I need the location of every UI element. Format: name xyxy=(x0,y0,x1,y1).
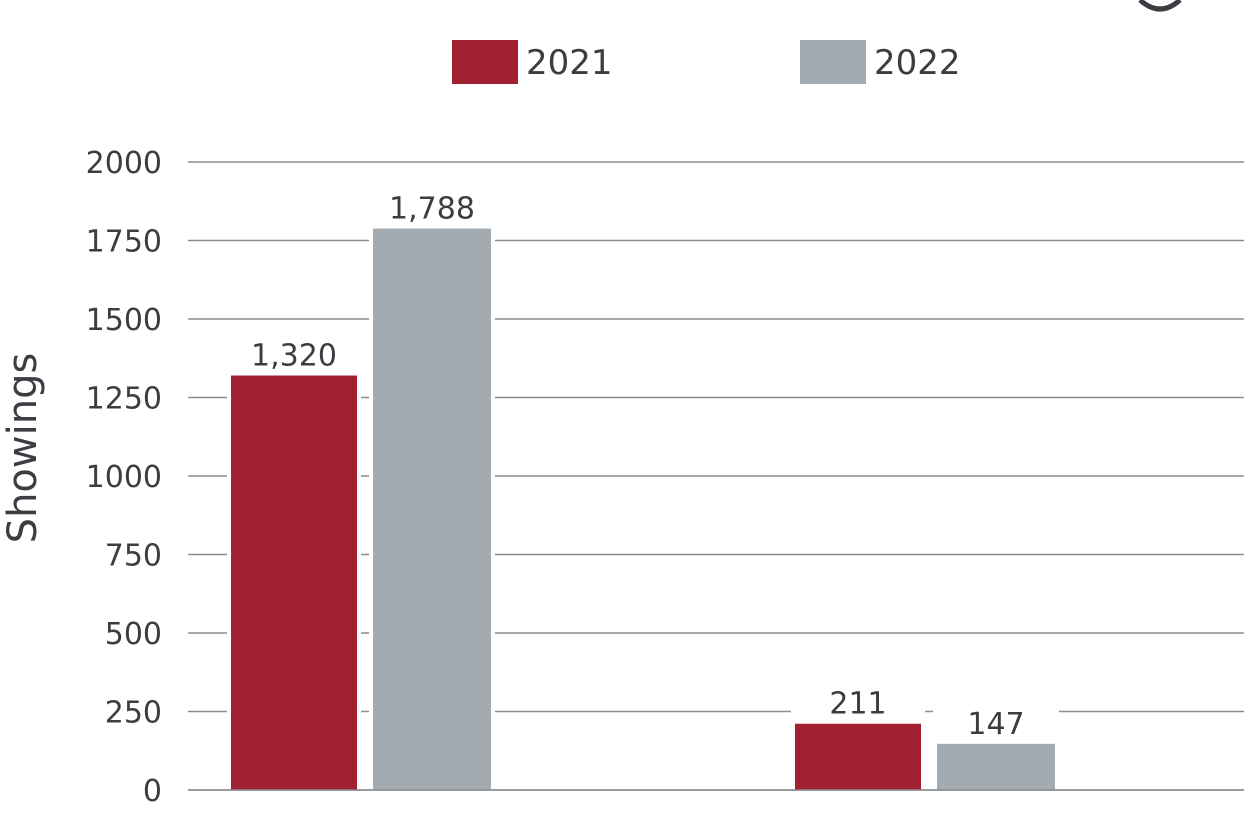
y-axis-title: Showings xyxy=(0,353,46,544)
chart-title-fragment xyxy=(1138,0,1182,12)
bars xyxy=(188,190,1244,791)
y-tick-label-500: 500 xyxy=(105,617,162,652)
gridlines xyxy=(188,161,1244,791)
y-tick-label-1000: 1000 xyxy=(86,460,162,495)
data-labels: 1,320 1,788 211 147 xyxy=(251,192,1025,742)
title-cropped-glyph xyxy=(1138,0,1182,12)
legend-swatch-2022 xyxy=(800,40,866,84)
bar-2022-1 xyxy=(937,743,1055,790)
data-label-2021-0: 1,320 xyxy=(251,339,337,374)
bar-2021-0 xyxy=(231,375,357,790)
y-axis-ticks: 0 250 500 750 1000 1250 1500 1750 2000 xyxy=(86,146,162,809)
y-tick-label-750: 750 xyxy=(105,539,162,574)
legend-label-2022: 2022 xyxy=(874,43,961,83)
bar-2022-0 xyxy=(373,228,491,790)
legend-swatch-2021 xyxy=(452,40,518,84)
legend: 2021 2022 xyxy=(452,40,961,84)
data-label-2021-1: 211 xyxy=(829,687,886,722)
y-tick-label-2000: 2000 xyxy=(86,146,162,181)
y-tick-label-0: 0 xyxy=(143,774,162,809)
legend-label-2021: 2021 xyxy=(526,43,613,83)
y-tick-label-250: 250 xyxy=(105,696,162,731)
data-label-2022-0: 1,788 xyxy=(389,192,475,227)
bar-2021-1 xyxy=(795,723,921,790)
y-tick-label-1500: 1500 xyxy=(86,303,162,338)
y-tick-label-1250: 1250 xyxy=(86,382,162,417)
data-label-2022-1: 147 xyxy=(967,707,1024,742)
y-tick-label-1750: 1750 xyxy=(86,225,162,260)
